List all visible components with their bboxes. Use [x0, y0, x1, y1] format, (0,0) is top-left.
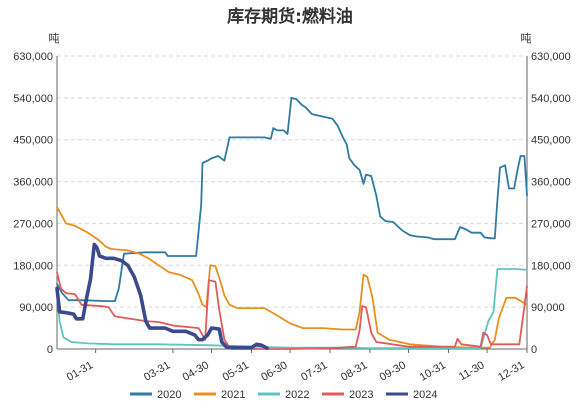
x-tick-label: 04-30	[181, 359, 211, 383]
y-tick-label-left: 360,000	[13, 177, 53, 189]
series-lines	[55, 97, 528, 350]
legend-label: 2021	[221, 389, 245, 401]
y-tick-label-left: 450,000	[13, 135, 53, 147]
series-line-2021	[56, 206, 528, 349]
chart-title: 库存期货:燃料油	[227, 6, 353, 27]
y-tick-label-right: 630,000	[531, 51, 571, 63]
x-tick-label: 05-31	[221, 359, 251, 383]
legend-item-2022[interactable]: 2022	[258, 389, 309, 401]
y-tick-label-right: 360,000	[531, 177, 571, 189]
y-axis-unit-right: 吨	[521, 32, 532, 45]
x-tick-label: 07-31	[299, 359, 329, 383]
legend-label: 2024	[413, 389, 437, 401]
legend-item-2024[interactable]: 2024	[386, 389, 437, 401]
y-tick-label-left: 180,000	[13, 260, 53, 272]
y-tick-label-left: 90,000	[19, 302, 53, 314]
x-tick-label: 06-30	[259, 359, 289, 383]
y-axis-right-ticks: 0 90,000 180,000 270,000 360,000 450,000 540,0…	[531, 51, 571, 356]
y-tick-label-left: 540,000	[13, 93, 53, 105]
y-tick-label-right: 270,000	[531, 218, 571, 230]
legend-item-2023[interactable]: 2023	[322, 389, 373, 401]
series-line-2023	[56, 271, 528, 350]
y-tick-label-right: 540,000	[531, 93, 571, 105]
x-tick-label: 08-31	[339, 359, 369, 383]
legend-item-2020[interactable]: 2020	[130, 389, 181, 401]
legend: 2020 2021 2022 2023 2024	[130, 389, 437, 401]
y-tick-label-left: 0	[47, 344, 53, 356]
series-line-2024	[55, 242, 269, 350]
legend-label: 2023	[349, 389, 373, 401]
y-tick-label-left: 630,000	[13, 51, 53, 63]
legend-item-2021[interactable]: 2021	[194, 389, 245, 401]
y-axis-left-ticks: 0 90,000 180,000 270,000 360,000 450,000 540,0…	[13, 51, 53, 356]
x-tick-label: 12-31	[496, 359, 526, 383]
x-tick-label: 10-31	[418, 359, 448, 383]
legend-label: 2022	[285, 389, 309, 401]
x-tick-label: 09-30	[378, 359, 408, 383]
y-tick-label-right: 90,000	[531, 302, 565, 314]
series-line-2020	[56, 97, 528, 303]
series-line-2022	[56, 268, 528, 350]
y-tick-label-left: 270,000	[13, 218, 53, 230]
x-tick-label: 03-31	[142, 359, 172, 383]
grid-lines	[57, 55, 527, 308]
y-tick-label-right: 180,000	[531, 260, 571, 272]
y-axis-unit-left: 吨	[49, 32, 60, 45]
y-tick-label-right: 0	[531, 344, 537, 356]
x-axis-ticks: 01-31 03-31 04-30 05-31 06-30 07-31 08-31 09-30…	[65, 349, 528, 384]
y-tick-label-right: 450,000	[531, 135, 571, 147]
x-tick-label: 01-31	[65, 359, 95, 383]
legend-label: 2020	[157, 389, 181, 401]
x-tick-label: 11-30	[457, 359, 487, 383]
